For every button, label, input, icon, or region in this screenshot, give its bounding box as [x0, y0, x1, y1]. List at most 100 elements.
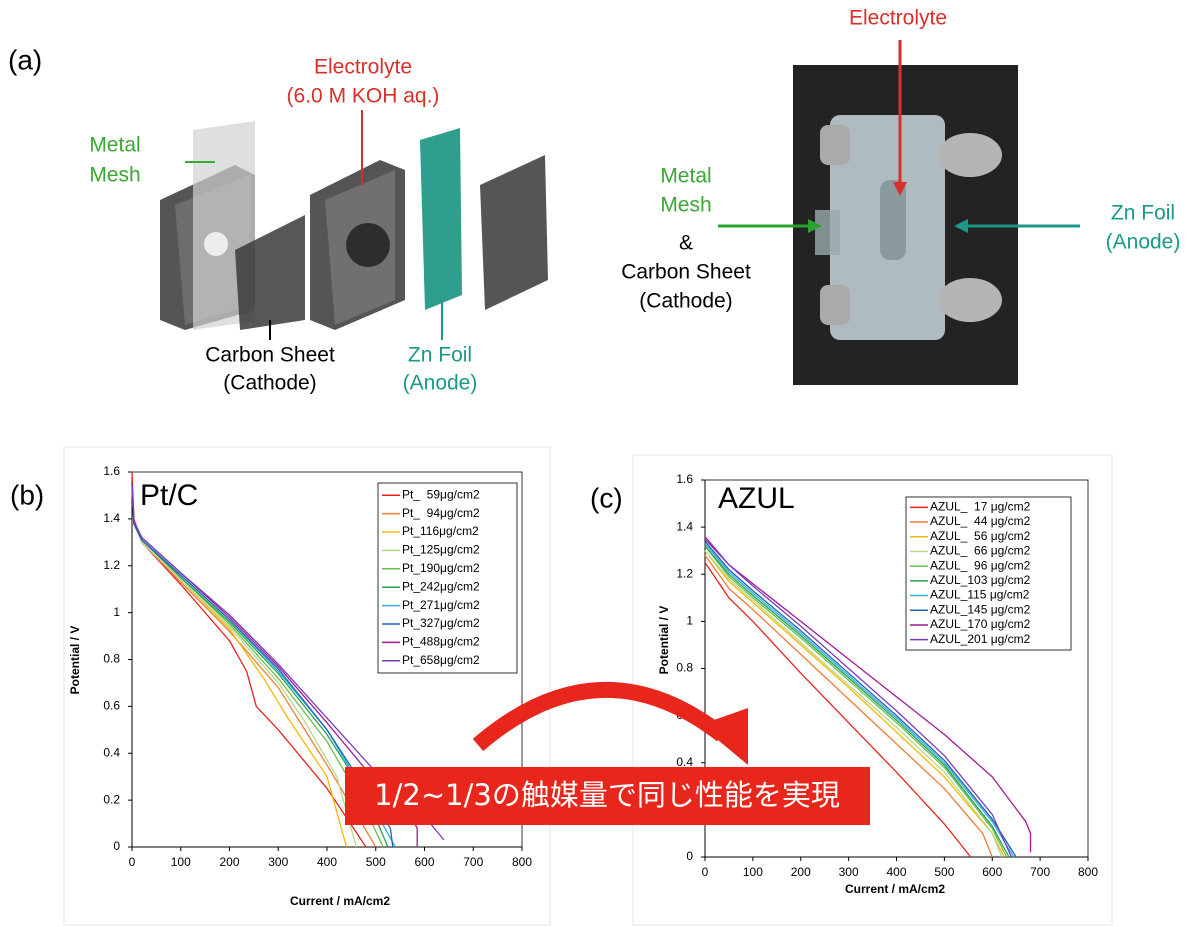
legend-label: Pt_116μg/cm2: [402, 524, 479, 538]
x-axis-label: Current / mA/cm2: [290, 894, 390, 908]
label: Electrolyte: [849, 7, 947, 30]
y-tick-label: 1.4: [676, 519, 693, 533]
y-tick-label: 1.2: [103, 558, 120, 572]
legend-label: Pt_242μg/cm2: [402, 579, 480, 593]
legend-label: Pt_488μg/cm2: [402, 635, 480, 649]
y-axis-label: Potential / V: [657, 606, 671, 675]
y-tick-label: 0.2: [103, 792, 120, 806]
x-tick-label: 400: [317, 855, 337, 869]
legend-label: AZUL_103 μg/cm2: [930, 573, 1031, 587]
x-tick-label: 800: [1078, 865, 1098, 879]
y-tick-label: 0.4: [676, 755, 693, 769]
label: (Cathode): [639, 290, 732, 313]
x-tick-label: 600: [414, 855, 434, 869]
y-tick-label: 0.6: [103, 699, 120, 713]
y-axis-label: Potential / V: [68, 626, 82, 695]
annotation-box: [345, 767, 870, 825]
legend-box: [377, 482, 518, 674]
label: Mesh: [660, 194, 711, 217]
series-line: [704, 538, 1032, 853]
series-line: [704, 543, 1015, 858]
label: Carbon Sheet: [621, 261, 751, 284]
chart-title: AZUL: [718, 482, 795, 515]
panel-label: (b): [10, 479, 44, 510]
legend-label: AZUL_201 μg/cm2: [930, 632, 1031, 646]
label: Mesh: [89, 164, 140, 187]
y-tick-label: 1.2: [676, 566, 693, 580]
legend-label: AZUL_ 66 μg/cm2: [930, 544, 1031, 558]
legend-label: Pt_327μg/cm2: [402, 616, 480, 630]
label: (6.0 M KOH aq.): [287, 85, 440, 108]
legend-label: AZUL_145 μg/cm2: [930, 602, 1031, 616]
chart-title: Pt/C: [140, 479, 198, 512]
label: (Anode): [403, 372, 478, 395]
x-tick-label: 100: [743, 865, 763, 879]
series-line: [704, 550, 1005, 858]
legend-label: AZUL_ 56 μg/cm2: [930, 529, 1031, 543]
x-tick-label: 600: [982, 865, 1002, 879]
x-tick-label: 300: [839, 865, 859, 879]
y-tick-label: 0: [686, 849, 693, 863]
exploded-diagram: [160, 110, 548, 340]
series-line: [131, 483, 348, 848]
legend-label: Pt_658μg/cm2: [402, 653, 480, 667]
y-tick-label: 0: [113, 839, 120, 853]
x-tick-label: 700: [1030, 865, 1050, 879]
x-tick-label: 500: [366, 855, 386, 869]
label: Metal: [660, 165, 711, 188]
legend-label: AZUL_ 17 μg/cm2: [930, 500, 1031, 514]
y-tick-label: 0.4: [103, 745, 120, 759]
arrow-head: [700, 708, 748, 765]
arrow: [472, 682, 727, 752]
x-tick-label: 0: [702, 865, 709, 879]
label: Zn Foil: [1111, 202, 1175, 225]
y-tick-label: 0.8: [676, 661, 693, 675]
x-tick-label: 200: [219, 855, 239, 869]
series-line: [704, 545, 1010, 858]
x-tick-label: 400: [886, 865, 906, 879]
legend-label: Pt_ 94μg/cm2: [402, 506, 480, 520]
y-tick-label: 1: [113, 605, 120, 619]
x-tick-label: 100: [171, 855, 191, 869]
label: &: [679, 232, 693, 255]
series-line: [704, 550, 1003, 858]
legend-label: Pt_271μg/cm2: [402, 598, 480, 612]
annotation: 1/2~1/3の触媒量で同じ性能を実現: [374, 778, 840, 812]
x-tick-label: 700: [463, 855, 483, 869]
series-line: [704, 562, 972, 858]
legend-label: AZUL_115 μg/cm2: [930, 588, 1030, 602]
series-line: [704, 545, 1008, 858]
y-tick-label: 1: [686, 614, 693, 628]
legend-box: [905, 496, 1072, 651]
label: (Cathode): [223, 372, 316, 395]
x-tick-label: 800: [512, 855, 532, 869]
x-tick-label: 200: [791, 865, 811, 879]
y-tick-label: 1.4: [103, 511, 120, 525]
legend-label: AZUL_ 44 μg/cm2: [930, 514, 1031, 528]
x-tick-label: 0: [129, 855, 136, 869]
y-tick-label: 0.8: [103, 652, 120, 666]
label: Carbon Sheet: [205, 344, 335, 367]
legend-label: Pt_125μg/cm2: [402, 543, 480, 557]
label: (Anode): [1106, 231, 1181, 254]
x-tick-label: 500: [934, 865, 954, 879]
y-tick-label: 1.6: [676, 472, 693, 486]
panel-label: (c): [590, 482, 623, 513]
legend-label: Pt_ 59μg/cm2: [402, 487, 480, 501]
x-tick-label: 300: [268, 855, 288, 869]
legend-label: AZUL_ 96 μg/cm2: [930, 558, 1031, 572]
series-line: [131, 483, 357, 848]
x-axis-label: Current / mA/cm2: [845, 882, 945, 896]
y-tick-label: 1.6: [103, 464, 120, 478]
legend-label: AZUL_170 μg/cm2: [930, 617, 1031, 631]
panel-label: (a): [8, 44, 42, 75]
legend-label: Pt_190μg/cm2: [402, 561, 480, 575]
label: Zn Foil: [408, 344, 472, 367]
series-line: [704, 555, 993, 858]
label: Metal: [89, 134, 140, 157]
series-line: [704, 536, 1012, 858]
series-line: [704, 540, 1017, 858]
label: Electrolyte: [314, 56, 412, 79]
chart-frame: [63, 446, 551, 926]
